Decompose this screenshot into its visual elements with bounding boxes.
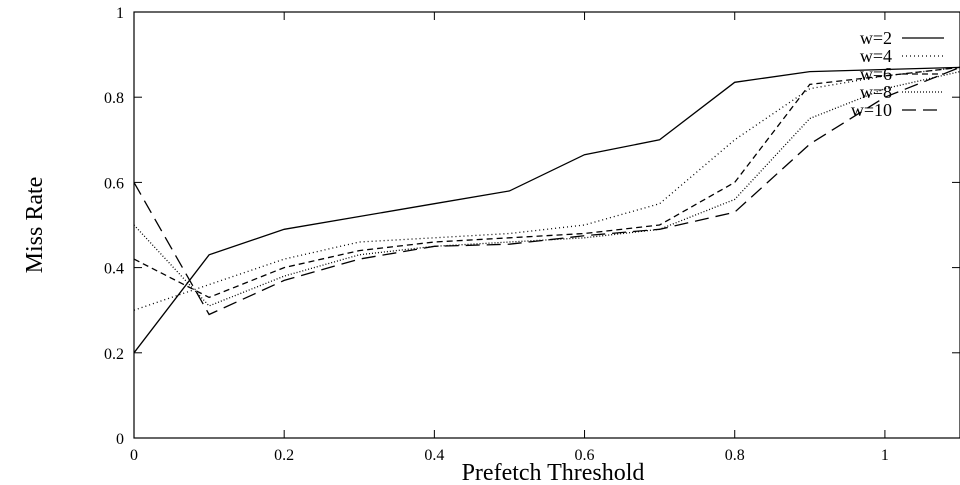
- y-tick-label: 1: [116, 5, 124, 22]
- x-axis-ticks: 0 0.2 0.4 0.6 0.8 1: [130, 12, 889, 464]
- legend-label: w=6: [860, 64, 892, 84]
- plot-frame: [133, 11, 960, 439]
- legend-label: w=8: [860, 82, 892, 102]
- y-tick-label: 0.4: [104, 261, 124, 278]
- y-tick-label: 0: [116, 431, 124, 448]
- x-tick-label: 0.6: [575, 447, 595, 464]
- x-axis-title: Prefetch Threshold: [462, 460, 645, 485]
- x-tick-label: 1: [881, 447, 889, 464]
- x-tick-label: 0.2: [274, 447, 294, 464]
- x-tick-label: 0.8: [725, 447, 745, 464]
- series-line-w-10: [133, 66, 960, 316]
- series-line-w-8: [133, 70, 960, 307]
- series-lines: [133, 66, 960, 354]
- series-line-w-4: [133, 66, 960, 311]
- y-tick-label: 0.2: [104, 346, 124, 363]
- legend-label: w=2: [860, 28, 892, 48]
- series-line-w-6: [133, 66, 960, 299]
- y-axis-title: Miss Rate: [22, 177, 48, 274]
- legend-label: w=4: [860, 46, 892, 66]
- legend: w=2w=4w=6w=8w=10: [851, 28, 944, 120]
- x-tick-label: 0: [130, 447, 138, 464]
- y-tick-label: 0.8: [104, 90, 124, 107]
- legend-label: w=10: [851, 100, 892, 120]
- series-line-w-2: [133, 66, 960, 354]
- y-axis-ticks: 0 0.2 0.4 0.6 0.8 1: [104, 5, 960, 448]
- x-tick-label: 0.4: [424, 447, 444, 464]
- y-tick-label: 0.6: [104, 175, 124, 192]
